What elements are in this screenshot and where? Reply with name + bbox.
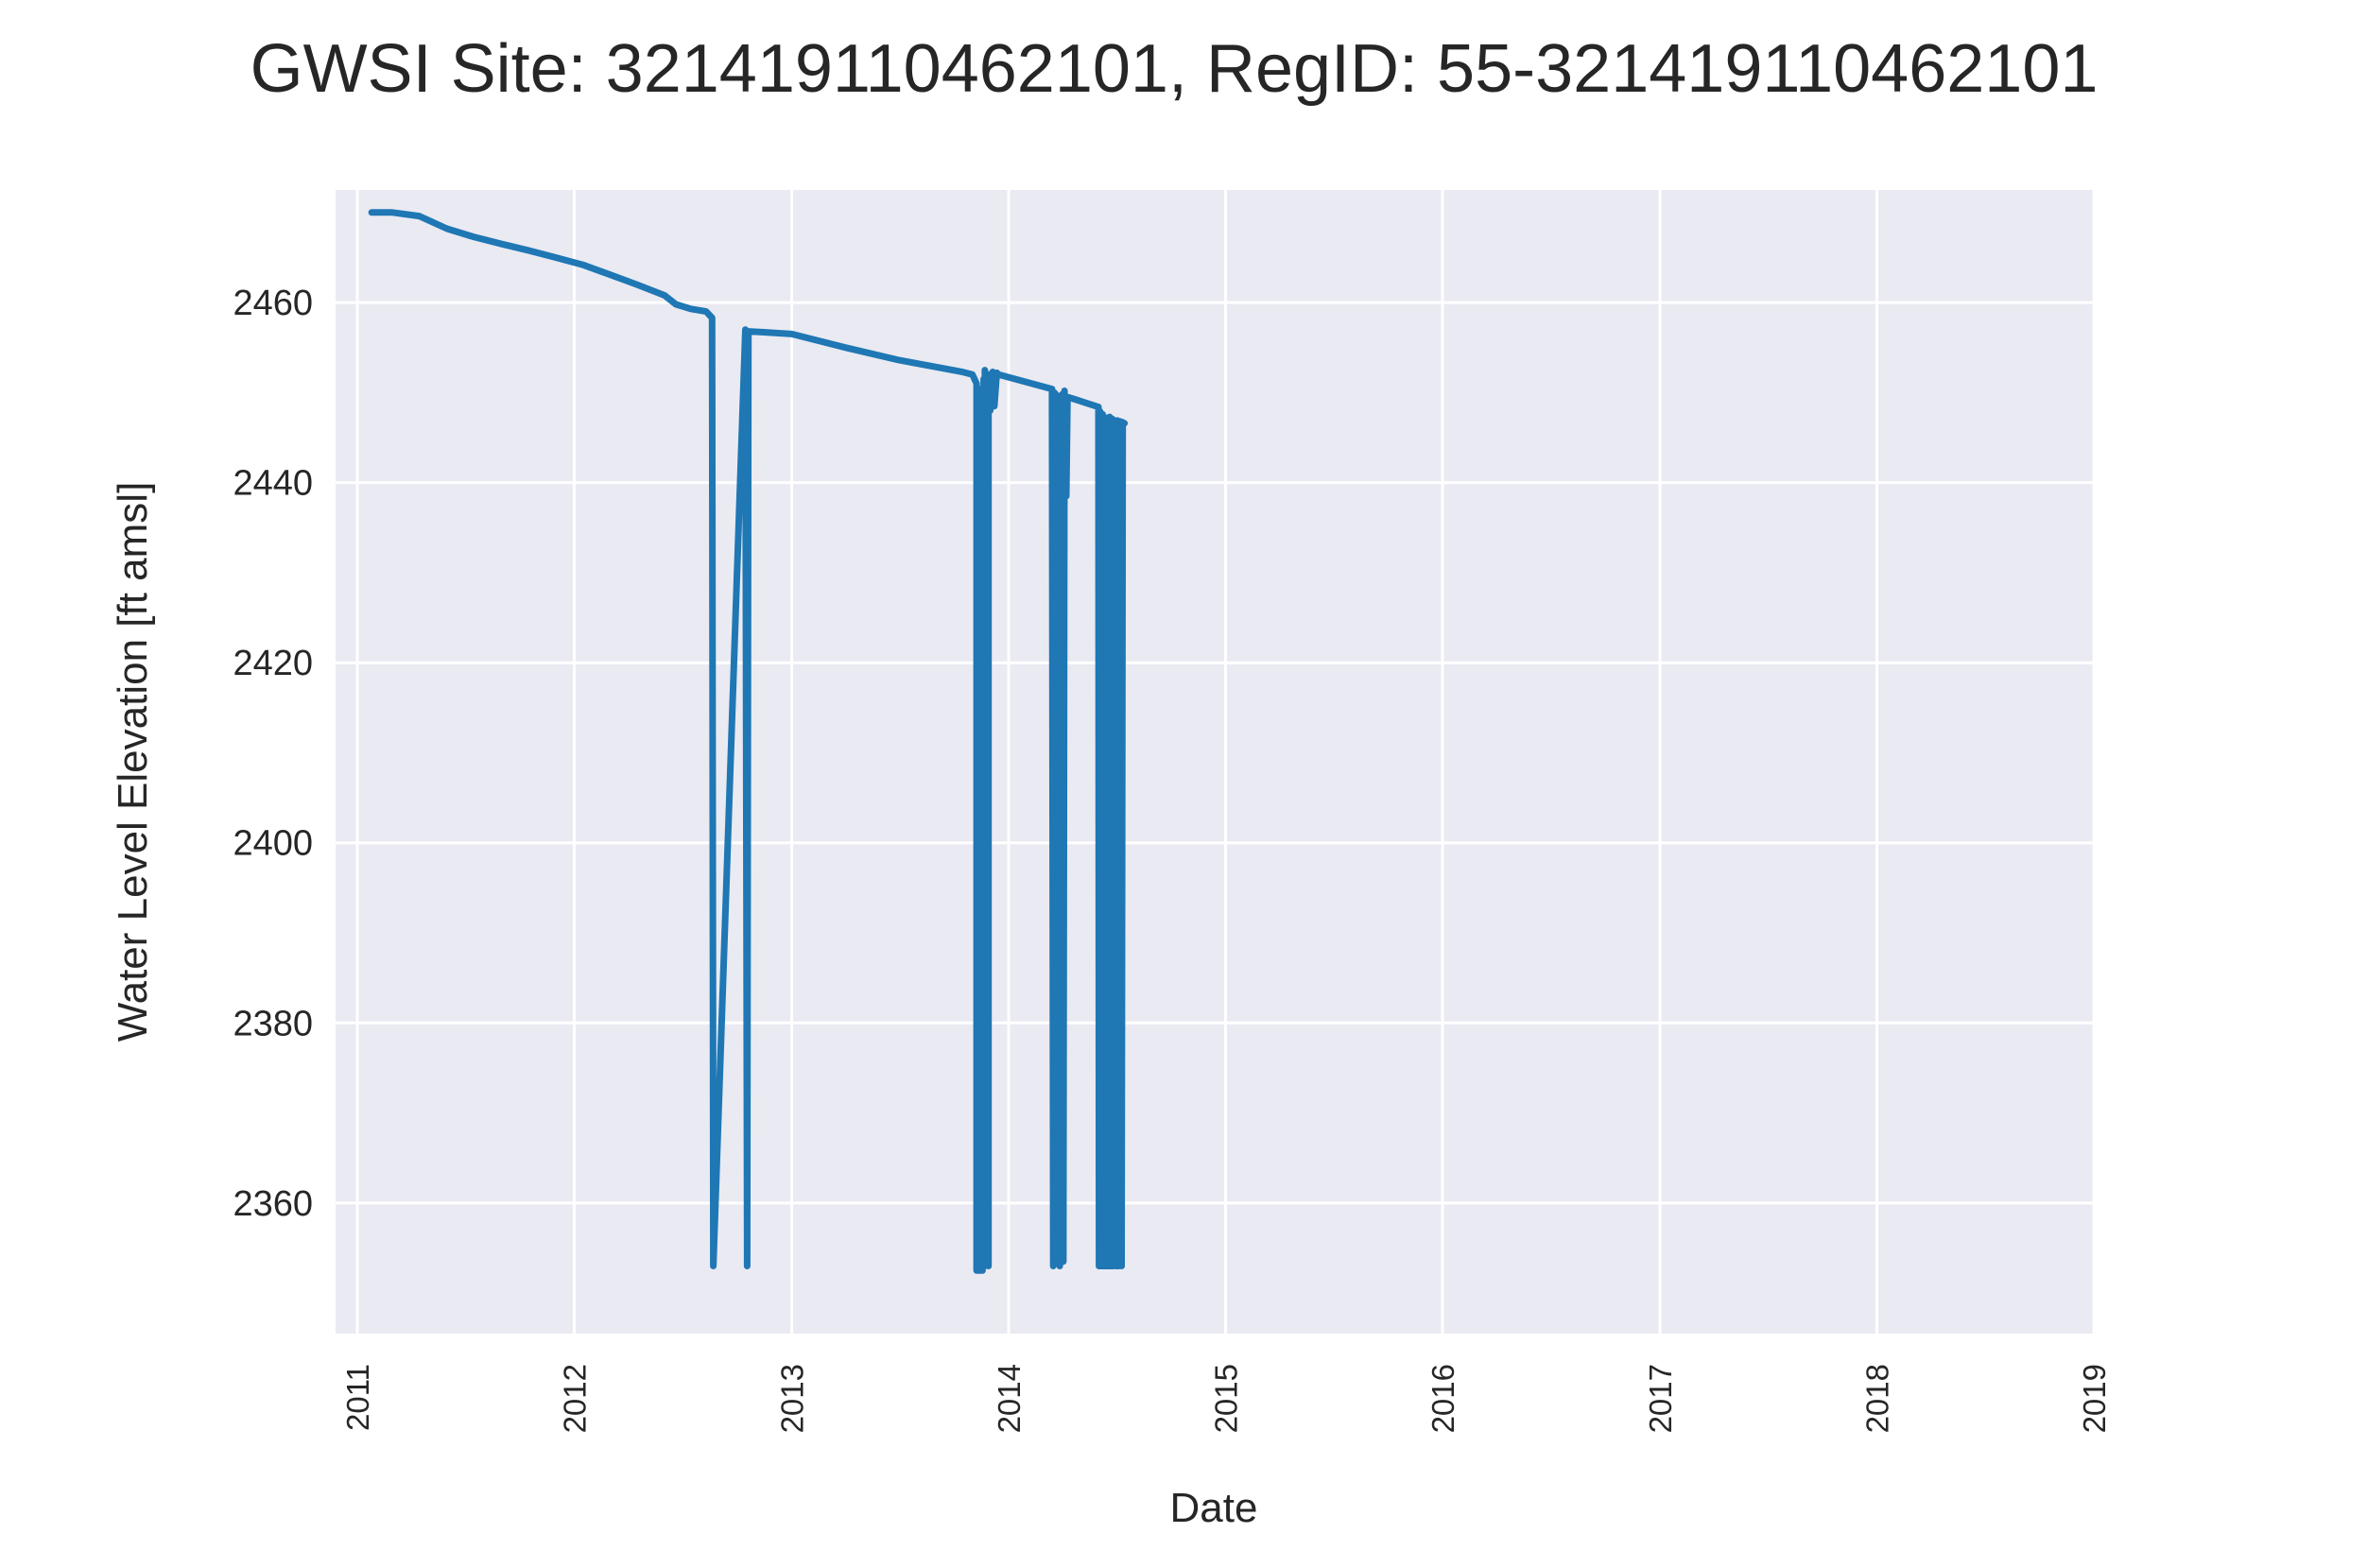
x-tick-label: 2014 [992, 1364, 1027, 1433]
plot-area [336, 190, 2094, 1334]
y-tick-label: 2380 [233, 1004, 313, 1043]
y-tick-label: 2400 [233, 824, 313, 864]
chart-title: GWSI Site: 321419110462101, RegID: 55-32… [251, 31, 2099, 107]
x-tick-label: 2016 [1425, 1364, 1460, 1433]
y-gridlines [336, 301, 2094, 1205]
y-tick-labels: 2360 2380 2400 2420 2440 2460 [233, 284, 313, 1224]
y-tick-label: 2360 [233, 1184, 313, 1224]
y-tick-label: 2440 [233, 464, 313, 504]
x-tick-label: 2018 [1860, 1364, 1895, 1433]
x-tick-label: 2011 [340, 1364, 375, 1431]
x-tick-label: 2019 [2077, 1364, 2112, 1433]
y-axis-label: Water Level Elevation [ft amsl] [110, 482, 156, 1042]
x-axis-label: Date [1170, 1485, 1258, 1531]
x-tick-label: 2017 [1643, 1364, 1678, 1433]
y-tick-label: 2420 [233, 644, 313, 683]
series-line-water-level [368, 209, 1129, 1274]
x-tick-label: 2013 [775, 1364, 810, 1433]
x-tick-labels: 2011 2012 2013 2014 2015 2016 2017 2018 2019 [340, 1364, 2112, 1433]
x-tick-label: 2012 [557, 1364, 592, 1433]
y-tick-label: 2460 [233, 284, 313, 323]
x-tick-label: 2015 [1209, 1364, 1244, 1433]
